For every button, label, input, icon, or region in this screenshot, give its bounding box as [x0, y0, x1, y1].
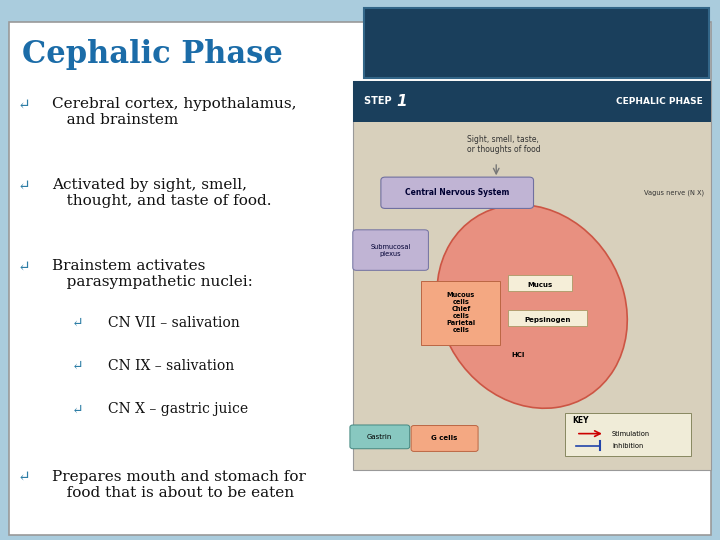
- Text: Mucus: Mucus: [527, 282, 553, 288]
- Text: Cephalic Phase: Cephalic Phase: [22, 38, 282, 70]
- Text: Mucous
cells
Chief
cells
Parietal
cells: Mucous cells Chief cells Parietal cells: [446, 293, 475, 334]
- FancyBboxPatch shape: [9, 22, 711, 535]
- Text: Submucosal
plexus: Submucosal plexus: [370, 244, 411, 256]
- FancyBboxPatch shape: [508, 275, 572, 291]
- Text: Inhibition: Inhibition: [612, 442, 643, 449]
- FancyBboxPatch shape: [353, 230, 428, 271]
- Text: Gastrin: Gastrin: [367, 434, 392, 440]
- Text: ↵: ↵: [18, 178, 31, 192]
- Text: STEP: STEP: [364, 96, 395, 106]
- Text: ↵: ↵: [18, 470, 31, 484]
- Text: HCl: HCl: [511, 352, 525, 358]
- FancyBboxPatch shape: [421, 281, 500, 346]
- Text: CN VII – salivation: CN VII – salivation: [108, 316, 240, 330]
- Text: Activated by sight, smell,
   thought, and taste of food.: Activated by sight, smell, thought, and …: [52, 178, 271, 208]
- Ellipse shape: [437, 205, 627, 408]
- Text: ↵: ↵: [18, 97, 31, 111]
- FancyBboxPatch shape: [350, 425, 410, 449]
- Text: Prepares mouth and stomach for
   food that is about to be eaten: Prepares mouth and stomach for food that…: [52, 470, 306, 500]
- FancyBboxPatch shape: [508, 310, 587, 326]
- Text: ↵: ↵: [72, 359, 84, 373]
- Text: Cerebral cortex, hypothalamus,
   and brainstem: Cerebral cortex, hypothalamus, and brain…: [52, 97, 297, 127]
- FancyBboxPatch shape: [353, 81, 711, 122]
- Text: 1: 1: [396, 94, 407, 109]
- Text: Vagus nerve (N X): Vagus nerve (N X): [644, 190, 704, 196]
- Text: Sight, smell, taste,
or thoughts of food: Sight, smell, taste, or thoughts of food: [467, 135, 540, 154]
- Text: KEY: KEY: [572, 416, 589, 425]
- Text: CEPHALIC PHASE: CEPHALIC PHASE: [616, 97, 703, 106]
- FancyBboxPatch shape: [411, 426, 478, 451]
- FancyBboxPatch shape: [364, 8, 709, 78]
- FancyBboxPatch shape: [565, 413, 691, 456]
- FancyBboxPatch shape: [353, 81, 711, 470]
- Text: Pepsinogen: Pepsinogen: [524, 317, 570, 323]
- Text: ↵: ↵: [72, 316, 84, 330]
- Text: Central Nervous System: Central Nervous System: [405, 188, 509, 197]
- Text: CN IX – salivation: CN IX – salivation: [108, 359, 234, 373]
- Text: CN X – gastric juice: CN X – gastric juice: [108, 402, 248, 416]
- Text: ↵: ↵: [72, 402, 84, 416]
- Text: G cells: G cells: [431, 435, 458, 442]
- Text: Stimulation: Stimulation: [612, 430, 650, 437]
- Text: Brainstem activates
   parasympathetic nuclei:: Brainstem activates parasympathetic nucl…: [52, 259, 253, 289]
- FancyBboxPatch shape: [381, 177, 534, 208]
- Text: ↵: ↵: [18, 259, 31, 273]
